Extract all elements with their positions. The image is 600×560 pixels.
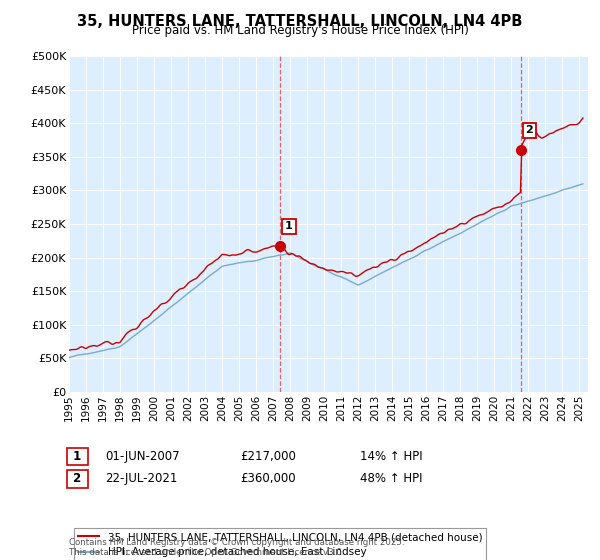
Text: 1: 1 (69, 450, 85, 463)
Text: 22-JUL-2021: 22-JUL-2021 (105, 472, 178, 486)
Text: £217,000: £217,000 (240, 450, 296, 463)
Text: 14% ↑ HPI: 14% ↑ HPI (360, 450, 422, 463)
Text: Contains HM Land Registry data © Crown copyright and database right 2025.
This d: Contains HM Land Registry data © Crown c… (69, 538, 404, 557)
Legend: 35, HUNTERS LANE, TATTERSHALL, LINCOLN, LN4 4PB (detached house), HPI: Average p: 35, HUNTERS LANE, TATTERSHALL, LINCOLN, … (74, 528, 487, 560)
Text: 48% ↑ HPI: 48% ↑ HPI (360, 472, 422, 486)
Text: 35, HUNTERS LANE, TATTERSHALL, LINCOLN, LN4 4PB: 35, HUNTERS LANE, TATTERSHALL, LINCOLN, … (77, 14, 523, 29)
Text: 01-JUN-2007: 01-JUN-2007 (105, 450, 179, 463)
Text: £360,000: £360,000 (240, 472, 296, 486)
Text: 1: 1 (285, 221, 293, 231)
Text: 2: 2 (69, 472, 85, 486)
Text: 2: 2 (526, 125, 533, 136)
Text: Price paid vs. HM Land Registry's House Price Index (HPI): Price paid vs. HM Land Registry's House … (131, 24, 469, 37)
